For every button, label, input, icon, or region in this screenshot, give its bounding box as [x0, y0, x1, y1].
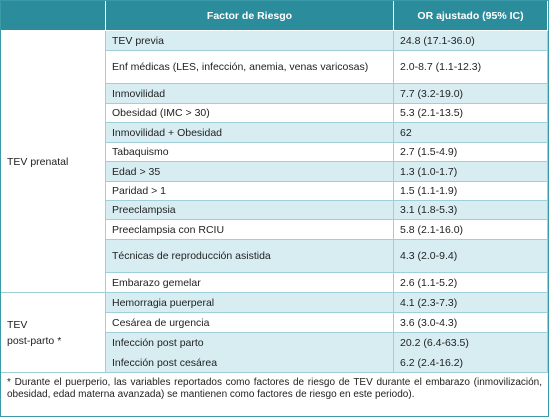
- risk-factor: Tabaquismo: [106, 143, 394, 162]
- risk-factor: Paridad > 1: [106, 182, 394, 201]
- risk-factor: Infección post cesárea: [106, 353, 394, 373]
- group-label-line: post-parto *: [7, 334, 62, 347]
- footnote: * Durante el puerperio, las variables re…: [7, 377, 542, 400]
- header-cell: [1, 1, 106, 31]
- risk-factor: Infección post parto: [106, 333, 394, 353]
- odds-ratio: 3.6 (3.0-4.3): [394, 313, 548, 333]
- column-header: OR ajustado (95% IC): [394, 1, 548, 31]
- odds-ratio: 24.8 (17.1-36.0): [394, 31, 548, 51]
- risk-factor: Técnicas de reproducción asistida: [106, 240, 394, 273]
- risk-factor: TEV previa: [106, 31, 394, 51]
- risk-factor: Enf médicas (LES, infección, anemia, ven…: [106, 51, 394, 84]
- risk-factor: Embarazo gemelar: [106, 273, 394, 293]
- group-label-line: TEV prenatal: [7, 155, 69, 168]
- risk-factor: Inmovilidad + Obesidad: [106, 123, 394, 143]
- risk-factor: Edad > 35: [106, 162, 394, 182]
- risk-factor: Hemorragia puerperal: [106, 293, 394, 313]
- odds-ratio: 4.1 (2.3-7.3): [394, 293, 548, 313]
- risk-factor: Preeclampsia: [106, 201, 394, 220]
- group-label: TEV prenatal: [1, 31, 106, 293]
- risk-factor: Preeclampsia con RCIU: [106, 220, 394, 240]
- odds-ratio: 3.1 (1.8-5.3): [394, 201, 548, 220]
- column-header: Factor de Riesgo: [106, 1, 394, 31]
- risk-factor: Obesidad (IMC > 30): [106, 104, 394, 123]
- odds-ratio: 4.3 (2.0-9.4): [394, 240, 548, 273]
- odds-ratio: 5.8 (2.1-16.0): [394, 220, 548, 240]
- odds-ratio: 2.0-8.7 (1.1-12.3): [394, 51, 548, 84]
- odds-ratio: 2.7 (1.5-4.9): [394, 143, 548, 162]
- odds-ratio: 1.5 (1.1-1.9): [394, 182, 548, 201]
- group-label: TEV post-parto *: [1, 293, 106, 373]
- odds-ratio: 6.2 (2.4-16.2): [394, 353, 548, 373]
- risk-factor: Cesárea de urgencia: [106, 313, 394, 333]
- odds-ratio: 1.3 (1.0-1.7): [394, 162, 548, 182]
- group-label-line: TEV: [7, 318, 28, 331]
- risk-factor: Inmovilidad: [106, 84, 394, 104]
- odds-ratio: 2.6 (1.1-5.2): [394, 273, 548, 293]
- odds-ratio: 62: [394, 123, 548, 143]
- odds-ratio: 7.7 (3.2-19.0): [394, 84, 548, 104]
- odds-ratio: 5.3 (2.1-13.5): [394, 104, 548, 123]
- odds-ratio: 20.2 (6.4-63.5): [394, 333, 548, 353]
